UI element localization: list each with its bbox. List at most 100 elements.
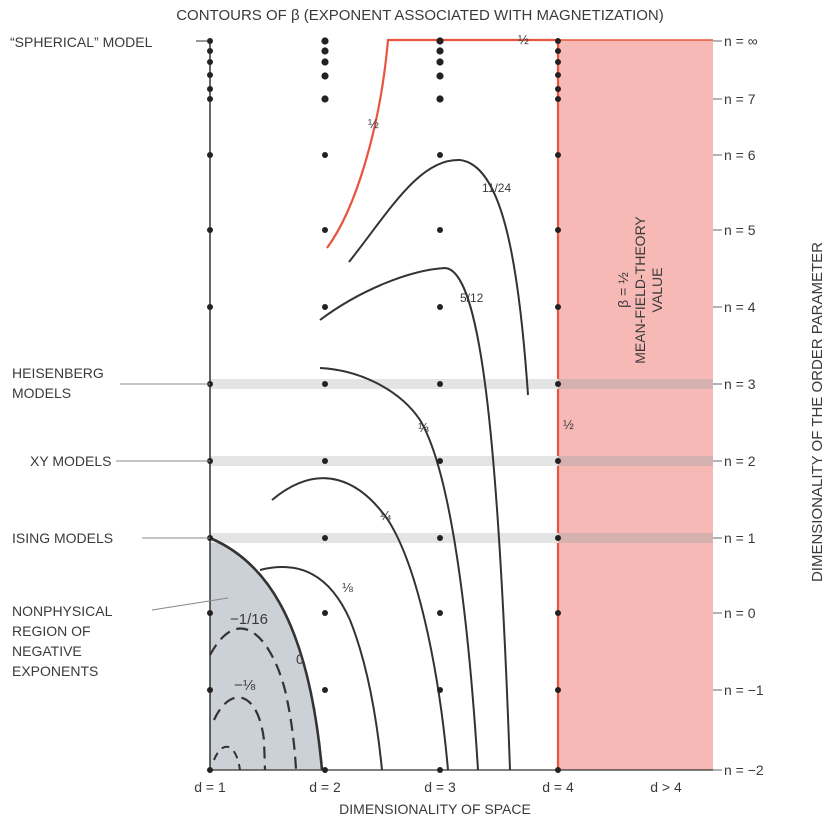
xy-label: XY MODELS <box>30 453 111 469</box>
chart-title: CONTOURS OF β (EXPONENT ASSOCIATED WITH … <box>176 7 664 24</box>
lattice-point <box>437 304 443 310</box>
lattice-point <box>322 458 328 464</box>
lattice-point-large <box>436 72 444 80</box>
nonphysical-label-3: NEGATIVE <box>12 643 82 659</box>
lattice-point <box>437 227 443 233</box>
mean-field-label: β = ½ MEAN-FIELD-THEORY VALUE <box>615 216 665 364</box>
xy-band-dark <box>558 456 713 466</box>
y-tick-label: n = ∞ <box>724 33 758 49</box>
lattice-point <box>437 381 443 387</box>
nonphysical-region <box>210 538 322 770</box>
contour-1-3 <box>319 367 479 771</box>
mean-field-label-2: MEAN-FIELD-THEORY <box>632 216 648 364</box>
lattice-point-dense <box>555 72 561 78</box>
ising-band <box>210 533 713 543</box>
contour-5-12 <box>319 266 511 771</box>
lattice-point-dense <box>207 48 213 54</box>
x-tick-label: d = 4 <box>542 779 574 795</box>
contour-label-1-3: ⅓ <box>418 420 429 435</box>
contour-minus-1-8 <box>212 696 267 771</box>
y-tick-label: n = 0 <box>724 605 756 621</box>
y-axis-label: DIMENSIONALITY OF THE ORDER PARAMETER <box>809 242 826 582</box>
x-tick-label: d = 3 <box>424 779 456 795</box>
x-tick-label: d = 1 <box>194 779 226 795</box>
contour-label-1-8: ⅛ <box>342 580 353 595</box>
lattice-point <box>207 304 213 310</box>
lattice-point-large <box>321 47 329 55</box>
contour-label-minus-1-16: −1/16 <box>230 611 268 628</box>
lattice-point <box>322 304 328 310</box>
lattice-point <box>322 381 328 387</box>
contour-label-minus-1-8: −⅛ <box>234 677 256 694</box>
spherical-label: “SPHERICAL” MODEL <box>10 34 153 50</box>
heisenberg-band <box>210 379 713 389</box>
lattice-point <box>555 152 561 158</box>
contour-inner-dashed <box>213 745 241 771</box>
lattice-point-large <box>321 58 329 66</box>
lattice-point-large <box>321 37 329 45</box>
lattice-point <box>207 610 213 616</box>
lattice-point <box>322 610 328 616</box>
y-tick-label: n = −1 <box>724 682 764 698</box>
x-tick-label: d = 2 <box>309 779 341 795</box>
contour-label-half-left: ½ <box>368 116 379 131</box>
lattice-point <box>437 610 443 616</box>
contour-label-zero: 0 <box>296 651 304 667</box>
contour-1-8 <box>259 566 383 771</box>
lattice-point <box>555 767 561 773</box>
lattice-point <box>322 535 328 541</box>
lattice-point-large <box>436 95 444 103</box>
x-axis-label: DIMENSIONALITY OF SPACE <box>339 801 531 817</box>
lattice-point-dense <box>207 96 213 102</box>
lattice-point <box>555 535 561 541</box>
lattice-point-dense <box>555 38 561 44</box>
ising-band-dark <box>558 533 713 543</box>
lattice-point-dense <box>207 72 213 78</box>
lattice-point <box>322 687 328 693</box>
lattice-point <box>555 381 561 387</box>
contour-1-4 <box>271 477 449 771</box>
x-tick-label: d > 4 <box>650 779 682 795</box>
lattice-point <box>555 227 561 233</box>
lattice-point <box>555 687 561 693</box>
contour-11-24 <box>348 158 529 396</box>
lattice-point-large <box>321 95 329 103</box>
y-tick-label: n = 4 <box>724 299 756 315</box>
lattice-point-large <box>436 47 444 55</box>
mean-field-label-3: VALUE <box>649 268 665 313</box>
nonphysical-label-2: REGION OF <box>12 623 91 639</box>
lattice-point <box>437 687 443 693</box>
y-tick-label: n = −2 <box>724 762 764 778</box>
lattice-point-large <box>436 37 444 45</box>
lattice-point-dense <box>555 48 561 54</box>
lattice-point <box>322 227 328 233</box>
lattice-point-dense <box>555 96 561 102</box>
lattice-point <box>555 458 561 464</box>
contour-label-1-4: ¼ <box>380 508 391 523</box>
contour-label-11-24: 11/24 <box>482 181 511 195</box>
y-tick-label: n = 7 <box>724 91 756 107</box>
lattice-point <box>322 152 328 158</box>
y-tick-label: n = 2 <box>724 453 756 469</box>
y-tick-label: n = 1 <box>724 530 756 546</box>
lattice-point-dense <box>207 86 213 92</box>
contour-zero <box>209 536 324 771</box>
y-tick-labels: n = ∞ n = 7 n = 6 n = 5 n = 4 n = 3 n = 2 n = 1… <box>713 33 764 778</box>
lattice-point-dense <box>555 86 561 92</box>
contour-label-half-boundary: ½ <box>563 417 574 432</box>
lattice-point-dense <box>207 59 213 65</box>
contour-label-5-12: 5/12 <box>460 291 484 305</box>
lattice-point <box>555 304 561 310</box>
mean-field-label-1: β = ½ <box>615 272 631 308</box>
heisenberg-band-dark <box>558 379 713 389</box>
nonphysical-label-1: NONPHYSICAL <box>12 603 113 619</box>
contour-minus-1-16 <box>209 627 298 771</box>
lattice-point <box>437 458 443 464</box>
lattice-point <box>437 767 443 773</box>
xy-band <box>210 456 713 466</box>
contour-label-half-top: ½ <box>518 32 529 47</box>
y-tick-label: n = 3 <box>724 376 756 392</box>
contour-half <box>326 38 558 249</box>
heisenberg-label-2: MODELS <box>12 385 71 401</box>
